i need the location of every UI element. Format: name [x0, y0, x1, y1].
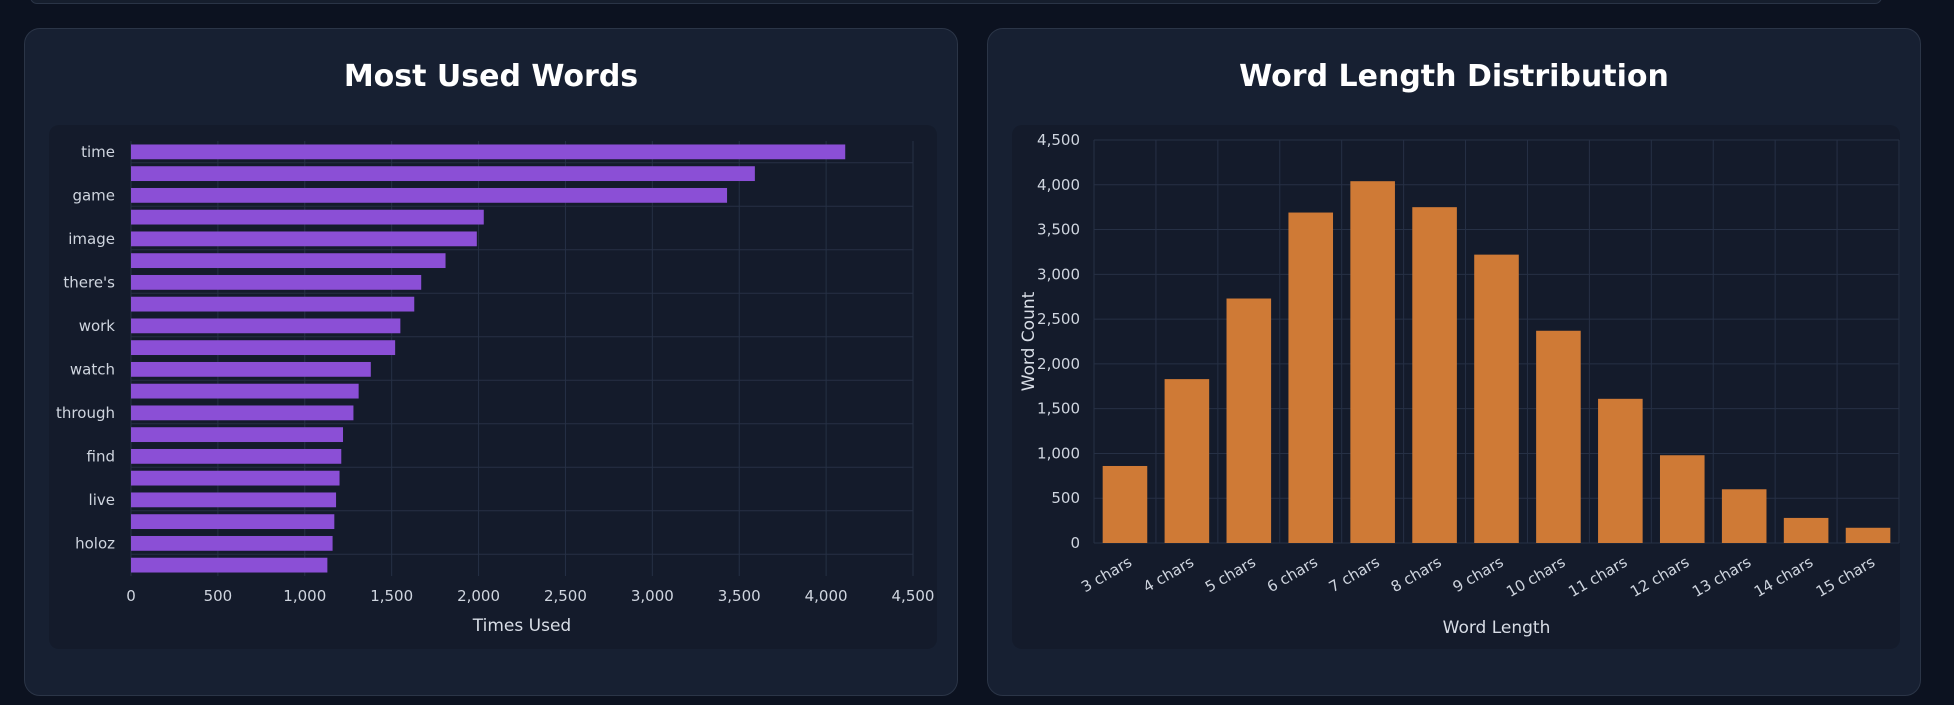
x-tick-label: 6 chars	[1264, 553, 1321, 596]
word-bar	[131, 535, 333, 551]
length-bar	[1102, 465, 1148, 543]
length-bar	[1536, 330, 1581, 543]
x-axis-title: Word Length	[1443, 618, 1551, 638]
x-tick-label: 0	[126, 587, 136, 605]
y-tick-label: there's	[63, 273, 115, 291]
word-bar	[131, 318, 401, 334]
x-tick-label: 3,000	[631, 587, 674, 605]
y-tick-label: watch	[70, 360, 115, 378]
length-bar	[1659, 455, 1705, 543]
word-bar	[131, 144, 846, 160]
x-tick-label: 9 chars	[1450, 553, 1507, 596]
word-bar	[131, 253, 446, 269]
length-bar	[1164, 379, 1210, 543]
word-bar	[131, 448, 342, 464]
x-axis-title: Times Used	[472, 616, 571, 636]
word-bar	[131, 557, 328, 573]
y-axis-title: Word Count	[1019, 291, 1039, 391]
word-bar	[131, 492, 337, 508]
length-bar	[1474, 254, 1519, 543]
word-bar	[131, 274, 422, 290]
word-length-card: Word Length Distribution 0 500 1,000 1,500 2…	[987, 28, 1921, 696]
y-tick-label: 1,000	[1037, 444, 1080, 462]
x-tick-label: 7 chars	[1326, 553, 1383, 596]
word-bar	[131, 405, 354, 421]
lengths-chart-title: Word Length Distribution	[1239, 59, 1669, 94]
y-tick-label: 500	[1051, 489, 1080, 507]
word-bar	[131, 361, 371, 377]
word-bar	[131, 340, 396, 356]
y-tick-label: 2,500	[1037, 310, 1080, 328]
y-tick-label: 4,000	[1037, 176, 1080, 194]
length-bar	[1412, 207, 1457, 543]
y-tick-label: 4,500	[1037, 131, 1080, 149]
x-tick-label: 12 chars	[1627, 553, 1692, 601]
length-bar	[1288, 212, 1334, 544]
x-tick-label: 5 chars	[1202, 553, 1259, 596]
word-bar	[131, 231, 477, 247]
x-tick-label: 2,000	[457, 587, 500, 605]
x-tick-label: 1,500	[370, 587, 413, 605]
length-bar	[1350, 181, 1395, 543]
length-bar	[1226, 298, 1272, 543]
words-bar-chart: time game image there's work watch through find…	[56, 141, 935, 636]
y-tick-label: 0	[1070, 534, 1080, 552]
x-tick-label: 4,500	[892, 587, 935, 605]
y-tick-label: find	[87, 447, 115, 465]
y-tick-label: 1,500	[1037, 400, 1080, 418]
y-tick-label: 3,500	[1037, 221, 1080, 239]
x-tick-label: 2,500	[544, 587, 587, 605]
word-bar	[131, 470, 340, 486]
y-tick-label: live	[89, 491, 115, 509]
word-bar	[131, 514, 335, 530]
length-bar	[1783, 517, 1829, 543]
length-bar	[1845, 527, 1891, 543]
x-tick-label: 10 chars	[1503, 553, 1568, 601]
x-tick-label: 1,000	[283, 587, 326, 605]
x-tick-label: 4 chars	[1140, 553, 1197, 596]
x-tick-label: 15 chars	[1813, 553, 1878, 601]
word-bar	[131, 296, 415, 312]
x-tick-label: 13 chars	[1689, 553, 1754, 601]
x-tick-label: 3,500	[718, 587, 761, 605]
y-tick-label: holoz	[75, 534, 115, 552]
y-tick-label: image	[68, 230, 115, 248]
x-tick-label: 4,000	[805, 587, 848, 605]
x-tick-label: 500	[204, 587, 233, 605]
word-bar	[131, 383, 359, 399]
length-bar	[1721, 489, 1767, 543]
y-tick-label: time	[81, 143, 115, 161]
y-tick-label: through	[56, 404, 115, 422]
word-bar	[131, 166, 755, 182]
x-tick-label: 8 chars	[1388, 553, 1445, 596]
y-tick-label: 3,000	[1037, 265, 1080, 283]
y-tick-label: work	[79, 317, 116, 335]
most-used-words-card: Most Used Words time game image there's work…	[24, 28, 958, 696]
y-tick-label: game	[72, 186, 115, 204]
word-bar	[131, 187, 728, 203]
lengths-bar-chart: 0 500 1,000 1,500 2,000 2,500 3,000 3,500 4,000 4…	[1019, 131, 1900, 638]
y-tick-label: 2,000	[1037, 355, 1080, 373]
x-tick-label: 11 chars	[1565, 553, 1630, 601]
length-bar	[1598, 398, 1643, 543]
x-tick-label: 14 chars	[1751, 553, 1816, 601]
word-bar	[131, 209, 484, 225]
top-panel-edge	[30, 0, 1882, 4]
word-bar	[131, 427, 344, 443]
words-chart-title: Most Used Words	[343, 59, 639, 94]
x-tick-label: 3 chars	[1078, 553, 1135, 596]
